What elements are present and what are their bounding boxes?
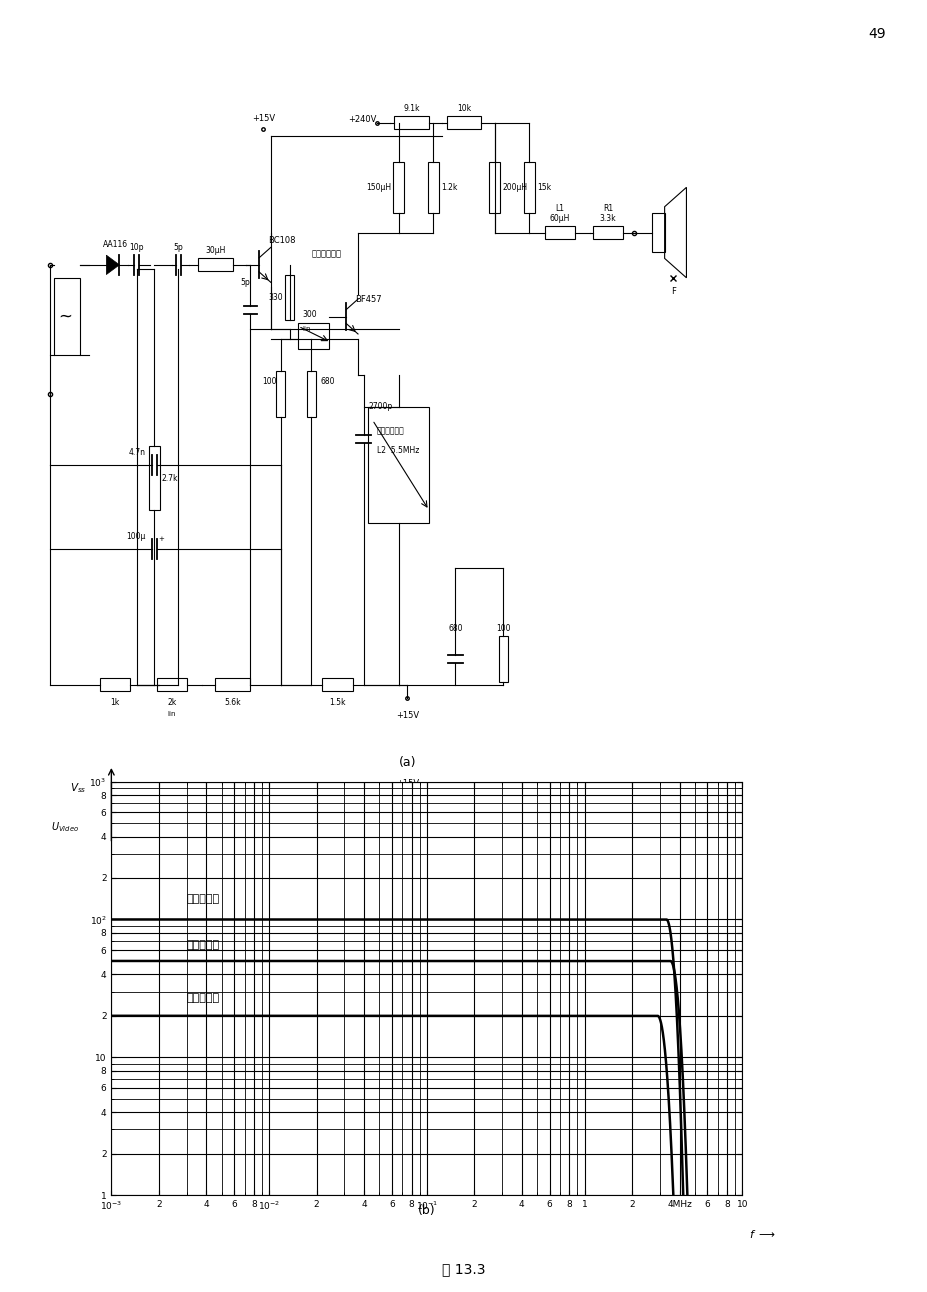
Text: 带阻滤波回路: 带阻滤波回路: [376, 426, 404, 435]
Text: 49: 49: [868, 27, 885, 41]
Text: 1.2k: 1.2k: [440, 183, 457, 191]
Text: lin: lin: [302, 326, 311, 332]
Text: 9.1k: 9.1k: [403, 105, 419, 114]
Text: 5p: 5p: [240, 278, 250, 287]
Text: 200μH: 200μH: [502, 183, 527, 191]
Text: AA116: AA116: [102, 240, 128, 248]
Text: +15V: +15V: [251, 114, 274, 123]
Bar: [592, 226, 623, 239]
Polygon shape: [107, 256, 120, 274]
Text: 15k: 15k: [537, 183, 551, 191]
Bar: [197, 258, 233, 271]
Text: 1k: 1k: [110, 698, 120, 707]
Bar: [54, 278, 80, 355]
Text: F: F: [670, 287, 675, 296]
Text: L1: L1: [555, 204, 564, 213]
Text: (a): (a): [398, 756, 415, 769]
Text: 30μH: 30μH: [205, 247, 225, 256]
Text: +15V: +15V: [395, 711, 418, 720]
Text: (b): (b): [418, 1204, 435, 1217]
Bar: [524, 162, 534, 213]
Bar: [322, 678, 352, 691]
Text: 5.6k: 5.6k: [224, 698, 241, 707]
Bar: [427, 162, 438, 213]
Text: $U_{Video}$: $U_{Video}$: [51, 820, 79, 833]
Text: 300: 300: [302, 310, 317, 319]
Text: $f$ $\longrightarrow$: $f$ $\longrightarrow$: [748, 1229, 775, 1240]
Text: 最大对比度: 最大对比度: [186, 894, 220, 904]
Bar: [215, 678, 250, 691]
Bar: [393, 162, 403, 213]
Bar: [276, 372, 285, 416]
Text: +15V: +15V: [395, 779, 418, 788]
Text: 2k: 2k: [167, 698, 176, 707]
Bar: [307, 372, 315, 416]
Bar: [368, 407, 428, 523]
Text: 4.7n: 4.7n: [129, 448, 146, 456]
Text: 100: 100: [495, 624, 510, 633]
Text: 150μH: 150μH: [365, 183, 390, 191]
Text: 2.7k: 2.7k: [162, 474, 178, 482]
Text: 100μ: 100μ: [126, 532, 146, 540]
Text: ~: ~: [58, 307, 72, 326]
Bar: [544, 226, 575, 239]
Text: 图 13.3: 图 13.3: [442, 1262, 485, 1276]
Text: 60μH: 60μH: [549, 214, 569, 222]
Text: 330: 330: [268, 293, 283, 301]
Text: 2700p: 2700p: [368, 403, 392, 411]
Bar: [499, 636, 507, 682]
Text: lin: lin: [168, 711, 176, 717]
Bar: [489, 162, 500, 213]
Bar: [298, 323, 328, 349]
Bar: [285, 274, 294, 319]
Bar: [651, 213, 664, 252]
Text: $V_{ss}$: $V_{ss}$: [70, 782, 86, 795]
Text: +: +: [158, 536, 163, 543]
Text: BC108: BC108: [267, 236, 295, 245]
Text: 680: 680: [320, 377, 335, 385]
Text: +240V: +240V: [348, 115, 376, 124]
Text: R1: R1: [603, 204, 613, 213]
Bar: [100, 678, 130, 691]
Text: 10k: 10k: [456, 105, 471, 114]
Text: 对比度调节器: 对比度调节器: [311, 249, 341, 258]
Bar: [446, 116, 481, 129]
Text: 5p: 5p: [173, 243, 183, 252]
Text: 1.5k: 1.5k: [329, 698, 346, 707]
Text: 3.3k: 3.3k: [599, 214, 616, 222]
Text: BF457: BF457: [354, 295, 381, 304]
Text: 100: 100: [261, 377, 276, 385]
Bar: [157, 678, 187, 691]
Text: 中等对比度: 中等对比度: [186, 941, 220, 950]
Text: L2  5.5MHz: L2 5.5MHz: [376, 446, 419, 455]
Bar: [148, 446, 159, 510]
Text: 最小对比度: 最小对比度: [186, 992, 220, 1003]
Text: 680: 680: [448, 624, 462, 633]
Bar: [394, 116, 428, 129]
Text: 10p: 10p: [130, 243, 144, 252]
